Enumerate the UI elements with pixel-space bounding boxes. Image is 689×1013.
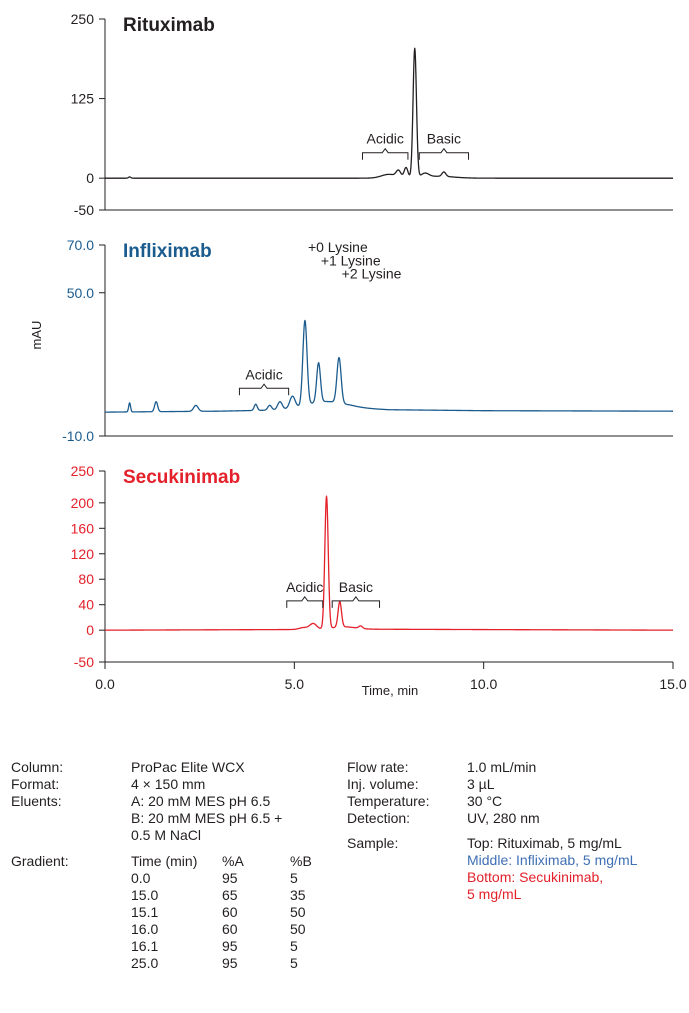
y-tick-label: 40 [78, 597, 94, 613]
gradient-header: Time (min) [131, 853, 198, 869]
annotation-label: Basic [427, 131, 461, 147]
y-tick-label: 50.0 [67, 285, 94, 301]
y-tick-label: 160 [71, 520, 95, 536]
gradient-cell: 16.0 [131, 921, 159, 937]
gradient-cell: 25.0 [131, 955, 159, 971]
annotation-label: Acidic [245, 366, 282, 382]
y-tick-label: 250 [71, 11, 95, 27]
bracket [331, 596, 381, 608]
condition-label: Inj. volume: [347, 776, 419, 792]
sample-line: Top: Rituximab, 5 mg/mL [467, 835, 622, 851]
y-tick-label: 0 [86, 170, 94, 186]
gradient-cell: 95 [222, 955, 238, 971]
condition-label: Sample: [347, 835, 399, 851]
gradient-cell: 16.1 [131, 938, 159, 954]
y-tick-label: 70.0 [67, 237, 94, 253]
y-tick-label: 120 [71, 546, 95, 562]
condition-value: 1.0 mL/min [467, 759, 537, 775]
condition-value: B: 20 mM MES pH 6.5 + [131, 810, 283, 826]
gradient-cell: 0.0 [131, 870, 151, 886]
gradient-cell: 15.1 [131, 904, 159, 920]
condition-value: 0.5 M NaCl [131, 827, 202, 843]
panel-secukinimab: 250 200 160 120 80 40 0 -50 Secukinimab Acidic Bas… [71, 463, 674, 670]
x-tick-label: 0.0 [95, 676, 115, 692]
gradient-cell: 5 [290, 955, 298, 971]
gradient-cell: 95 [222, 870, 238, 886]
sample-line: 5 mg/mL [467, 886, 522, 902]
gradient-cell: 50 [290, 904, 306, 920]
x-axis-label: Time, min [362, 683, 419, 698]
panel-title: Rituximab [123, 15, 215, 36]
sample-line: Middle: Infliximab, 5 mg/mL [467, 852, 638, 868]
y-tick-label: 200 [71, 495, 95, 511]
chromatogram-chart: 250 125 0 -50 Rituximab Acidic Basic 70.0 50.0 -1… [29, 11, 687, 698]
x-tick-label: 5.0 [285, 676, 305, 692]
gradient-cell: 60 [222, 921, 238, 937]
gradient-header: %A [222, 853, 244, 869]
condition-label: Temperature: [347, 793, 430, 809]
y-tick-label: 250 [71, 463, 95, 479]
annotation-label: Basic [339, 579, 373, 595]
condition-label: Flow rate: [347, 759, 409, 775]
condition-value: 4 × 150 mm [131, 776, 206, 792]
gradient-cell: 15.0 [131, 887, 159, 903]
gradient-cell: 60 [222, 904, 238, 920]
condition-label: Detection: [347, 810, 411, 826]
y-tick-label: -50 [74, 202, 94, 218]
gradient-cell: 65 [222, 887, 238, 903]
condition-value: UV, 280 nm [467, 810, 540, 826]
annotation-label: +2 Lysine [342, 265, 402, 281]
panel-title: Infliximab [123, 241, 212, 262]
y-tick-label: -50 [74, 654, 94, 670]
gradient-cell: 5 [290, 938, 298, 954]
condition-label: Format: [11, 776, 60, 792]
annotation-label: +0 Lysine [308, 239, 368, 255]
bracket [418, 147, 470, 160]
annotation-label: Acidic [367, 131, 404, 147]
condition-label: Eluents: [11, 793, 62, 809]
gradient-cell: 50 [290, 921, 306, 937]
condition-label: Column: [11, 759, 64, 775]
y-axis-label: mAU [29, 321, 44, 350]
condition-value: ProPac Elite WCX [131, 759, 245, 775]
condition-value: 30 °C [467, 793, 503, 809]
condition-label: Gradient: [11, 853, 69, 869]
chromatogram-trace [104, 47, 674, 179]
y-tick-label: -10.0 [62, 428, 94, 444]
chromatogram-trace [104, 319, 674, 413]
bracket [286, 596, 324, 608]
gradient-cell: 95 [222, 938, 238, 954]
bracket [238, 383, 290, 396]
x-axis: 0.0 5.0 10.0 15.0 [95, 662, 687, 692]
panel-rituximab: 250 125 0 -50 Rituximab Acidic Basic [71, 11, 674, 218]
x-tick-label: 15.0 [659, 676, 686, 692]
y-tick-label: 125 [71, 91, 95, 107]
panel-title: Secukinimab [123, 467, 240, 488]
y-tick-label: 80 [78, 571, 94, 587]
annotation-label: Acidic [286, 579, 323, 595]
sample-line: Bottom: Secukinimab, [467, 869, 604, 885]
condition-value: 3 µL [467, 776, 495, 792]
gradient-header: %B [290, 853, 312, 869]
panel-infliximab: 70.0 50.0 -10.0 Infliximab +0 Lysine+1 Lysin… [62, 237, 674, 444]
gradient-cell: 5 [290, 870, 298, 886]
x-tick-label: 10.0 [470, 676, 497, 692]
condition-value: A: 20 mM MES pH 6.5 [131, 793, 271, 809]
chromatogram-trace [104, 495, 674, 631]
annotation-label: +1 Lysine [321, 252, 381, 268]
gradient-cell: 35 [290, 887, 306, 903]
y-tick-label: 0 [86, 622, 94, 638]
bracket [361, 147, 409, 160]
